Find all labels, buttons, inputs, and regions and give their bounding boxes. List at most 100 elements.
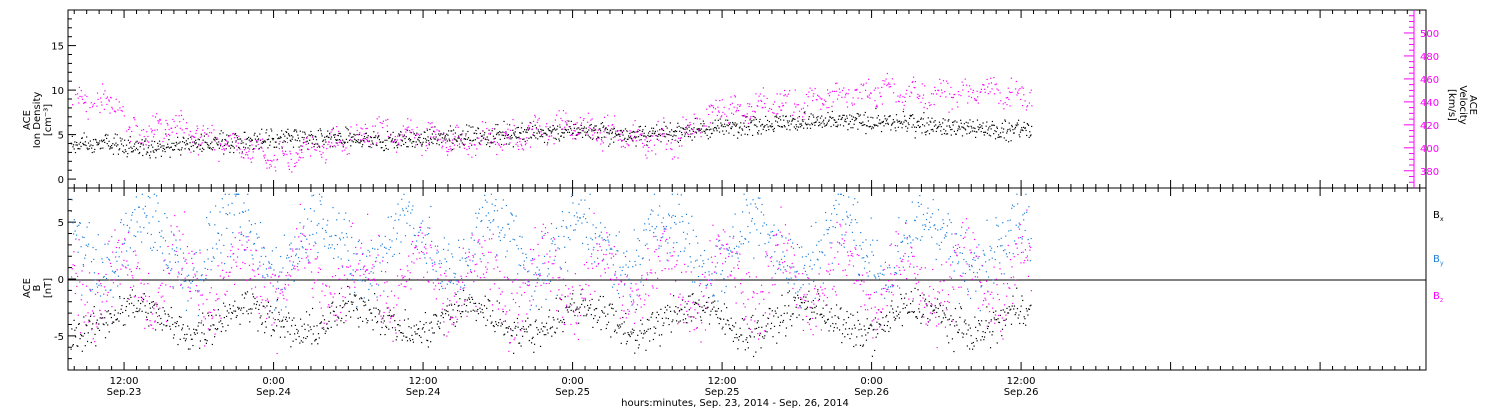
velocity-point <box>951 108 953 110</box>
by-point <box>85 244 87 246</box>
density-point <box>438 133 440 135</box>
velocity-point <box>281 146 283 148</box>
velocity-point <box>869 97 871 99</box>
density-point <box>945 130 947 132</box>
bx-point <box>771 310 773 312</box>
density-point <box>119 137 121 139</box>
bx-point <box>1021 295 1023 297</box>
density-point <box>206 142 208 144</box>
bx-point <box>498 302 501 304</box>
velocity-point <box>708 113 710 116</box>
bx-point <box>350 301 353 303</box>
by-point <box>421 241 423 243</box>
velocity-point <box>711 111 713 113</box>
bx-point <box>673 310 675 312</box>
bx-point <box>609 303 611 305</box>
density-point <box>74 141 76 143</box>
velocity-point <box>330 131 332 133</box>
density-point <box>710 132 713 135</box>
velocity-point <box>504 133 507 135</box>
density-point <box>646 144 648 146</box>
bx-point <box>622 316 624 319</box>
by-point <box>425 262 428 264</box>
density-point <box>860 122 863 124</box>
velocity-point <box>478 137 480 139</box>
by-point <box>175 239 177 241</box>
density-point <box>897 126 899 128</box>
density-point <box>781 125 783 128</box>
density-point <box>860 122 862 125</box>
velocity-point <box>411 129 413 131</box>
bx-point <box>113 314 116 316</box>
bx-point <box>950 315 952 317</box>
bx-point <box>94 333 96 335</box>
density-point <box>902 110 904 113</box>
velocity-point <box>514 128 517 130</box>
density-point <box>557 133 559 135</box>
bx-point <box>890 305 892 307</box>
velocity-point <box>1030 89 1032 91</box>
bx-point <box>674 311 676 313</box>
by-point <box>141 241 143 243</box>
density-point <box>414 146 416 148</box>
bx-point <box>264 332 266 334</box>
by-point <box>145 216 147 218</box>
density-point <box>390 141 392 143</box>
bx-point <box>939 303 941 305</box>
bx-point <box>209 329 211 331</box>
density-point <box>504 137 506 140</box>
velocity-point <box>257 143 259 146</box>
by-point <box>227 204 229 206</box>
density-point <box>887 122 889 124</box>
bx-point <box>484 295 486 297</box>
by-point <box>119 297 121 299</box>
density-point <box>528 127 531 129</box>
velocity-point <box>233 137 236 139</box>
bx-point <box>225 315 228 317</box>
by-point <box>114 272 116 274</box>
density-point <box>387 148 389 150</box>
bx-point <box>954 307 957 310</box>
density-point <box>975 131 977 133</box>
velocity-point <box>757 105 759 107</box>
density-point <box>218 147 220 149</box>
density-point <box>680 131 683 134</box>
bx-point <box>536 326 538 329</box>
density-point <box>1004 119 1006 121</box>
by-point <box>105 289 107 291</box>
density-point <box>511 137 513 139</box>
velocity-point <box>473 144 475 146</box>
density-point <box>875 124 878 126</box>
bx-point <box>160 322 163 324</box>
bx-point <box>333 310 335 313</box>
velocity-point <box>271 160 273 162</box>
density-point <box>411 145 414 148</box>
velocity-point <box>242 157 244 159</box>
bx-point <box>367 319 369 322</box>
density-point <box>473 132 475 134</box>
bx-point <box>658 314 660 316</box>
top-right-ylabel: ACE Velocity [km/s] <box>1446 85 1478 124</box>
bx-point <box>821 316 823 319</box>
density-point <box>984 131 986 133</box>
velocity-point <box>665 136 667 138</box>
bx-point <box>147 312 149 314</box>
density-point <box>598 128 600 130</box>
density-point <box>484 138 486 140</box>
density-point <box>434 138 437 140</box>
bx-point <box>216 328 218 331</box>
density-point <box>610 138 612 140</box>
bx-point <box>71 328 73 330</box>
bx-point <box>698 299 700 301</box>
by-point <box>289 248 291 250</box>
bx-point <box>430 341 432 343</box>
bx-point <box>984 331 986 334</box>
velocity-point <box>306 137 308 139</box>
velocity-point <box>297 153 299 155</box>
density-point <box>107 134 109 136</box>
velocity-point <box>270 165 272 167</box>
bx-point <box>425 322 427 324</box>
bx-point <box>274 319 276 321</box>
by-point <box>245 236 247 238</box>
velocity-point <box>558 110 560 112</box>
